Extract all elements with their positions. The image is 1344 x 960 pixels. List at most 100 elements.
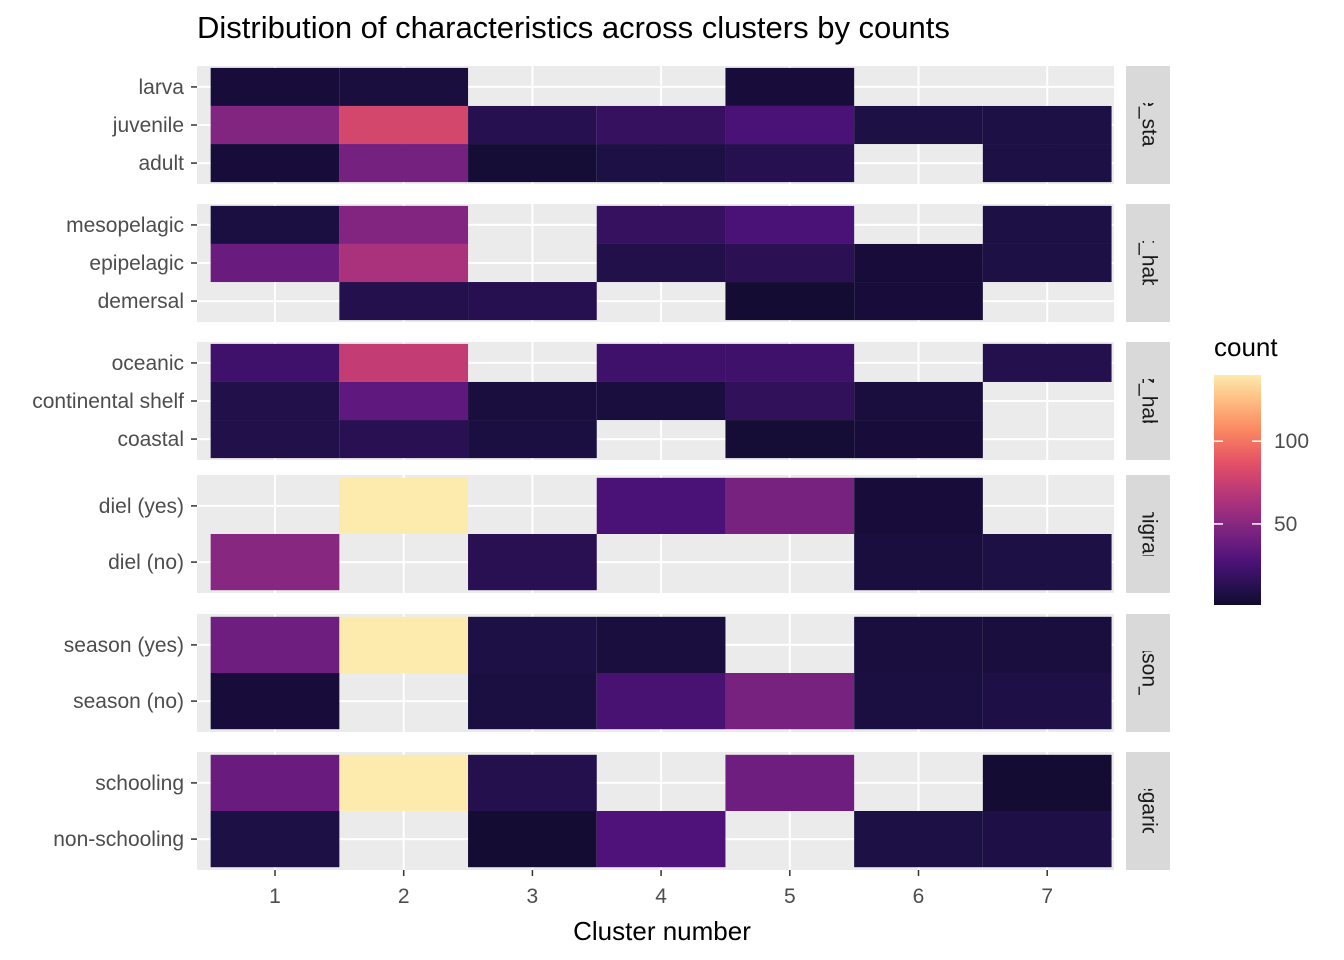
heatmap-cell [339,282,469,321]
chart-title: Distribution of characteristics across c… [197,10,950,45]
heatmap-cell [339,144,469,183]
facet-strip-label: gregarious [1137,761,1160,860]
heatmap-cell [725,673,855,730]
heatmap-cell [725,105,855,145]
heatmap-cell [468,144,597,183]
heatmap-cell [339,205,469,244]
color-legend: count 50 100 [1214,332,1309,605]
facet-strip [1126,342,1170,460]
heatmap-cell [596,673,726,730]
heatmap-cell [725,243,855,283]
x-tick-label: 7 [1041,885,1053,908]
heatmap-cell [210,534,340,591]
heatmap-cell [725,477,855,534]
heatmap-cell [468,420,597,459]
heatmap-cell [596,477,726,534]
heatmap-cell [339,67,469,106]
heatmap-cell [725,282,855,321]
facet-panel-life-stage: larva juvenile adult life_stage [112,66,1170,184]
facet-panel-vert-habitat: mesopelagic epipelagic demersal vert_habita… [66,204,1170,322]
heatmap-cell [982,243,1112,283]
heatmap-cell [210,673,340,730]
heatmap-cell [468,381,597,421]
facet-strip-label: season_cat [1137,619,1160,727]
heatmap-cell [339,616,469,673]
heatmap-cell [210,105,340,145]
heatmap-cell [854,811,983,868]
heatmap-cell [596,616,726,673]
y-tick-label: diel (yes) [99,495,184,518]
heatmap-cell [725,381,855,421]
y-tick-label: coastal [117,428,184,451]
y-tick-label: epipelagic [89,252,184,275]
y-tick-label: demersal [98,290,184,313]
y-tick-label: season (yes) [64,634,184,657]
facet-strip [1126,204,1170,322]
y-tick-label: diel (no) [108,551,184,574]
legend-title: count [1214,332,1278,362]
y-tick-label: oceanic [112,352,184,375]
facet-strip-label: diel_migrant_cat [1137,457,1160,611]
heatmap-cell [854,534,983,591]
heatmap-cell [210,420,340,459]
heatmap-cell [982,105,1112,145]
heatmap-cell [210,144,340,183]
heatmap-cell [339,420,469,459]
heatmap-cell [210,811,340,868]
heatmap-cell [982,673,1112,730]
heatmap-cell [339,243,469,283]
facet-strip-label: vert_habitat [1137,208,1160,318]
heatmap-cell [982,754,1112,811]
legend-colorbar [1214,375,1261,605]
heatmap-cell [210,243,340,283]
facet-panels: larva juvenile adult life_stage mesopelagic e… [32,66,1170,870]
x-tick-label: 5 [784,885,796,908]
heatmap-cell [210,67,340,106]
heatmap-cell [339,105,469,145]
heatmap-cell [854,477,983,534]
heatmap-cell [854,282,983,321]
heatmap-cell [854,243,983,283]
heatmap-cell [982,205,1112,244]
heatmap-cell [210,381,340,421]
facet-strip-label: horz_habitat [1137,343,1160,459]
heatmap-cell [210,754,340,811]
heatmap-cell [596,381,726,421]
heatmap-cell [596,343,726,382]
heatmap-cell [468,754,597,811]
y-tick-label: adult [138,152,184,175]
heatmap-cell [596,811,726,868]
legend-tick-label: 100 [1274,430,1309,453]
heatmap-cell [854,381,983,421]
heatmap-cell [725,343,855,382]
heatmap-cell [339,381,469,421]
facet-strip [1126,752,1170,870]
heatmap-cell [339,343,469,382]
heatmap-cell [339,754,469,811]
heatmap-cell [982,343,1112,382]
heatmap-cell [725,420,855,459]
y-tick-label: non-schooling [53,828,184,851]
heatmap-cell [596,144,726,183]
heatmap-cell [468,534,597,591]
heatmap-cell [982,811,1112,868]
y-tick-label: juvenile [112,114,184,137]
heatmap-cell [725,67,855,106]
heatmap-cell [468,673,597,730]
heatmap-cell [596,243,726,283]
heatmap-cell [854,673,983,730]
facet-panel-horz-habitat: oceanic continental shelf coastal horz_habi… [32,342,1170,460]
facet-panel-season-cat: season (yes) season (no) season_cat [64,614,1170,732]
heatmap-cell [982,616,1112,673]
facet-strip [1126,614,1170,732]
facet-strip-label: life_stage [1137,80,1160,170]
facet-panel-diel-migrant-cat: diel (yes) diel (no) diel_migrant_cat [99,457,1170,611]
x-tick-label: 4 [655,885,667,908]
heatmap-cell [339,477,469,534]
heatmap-cell [854,105,983,145]
facet-strip [1126,66,1170,184]
heatmap-cell [468,811,597,868]
y-tick-label: season (no) [73,690,184,713]
facet-strip [1126,475,1170,593]
